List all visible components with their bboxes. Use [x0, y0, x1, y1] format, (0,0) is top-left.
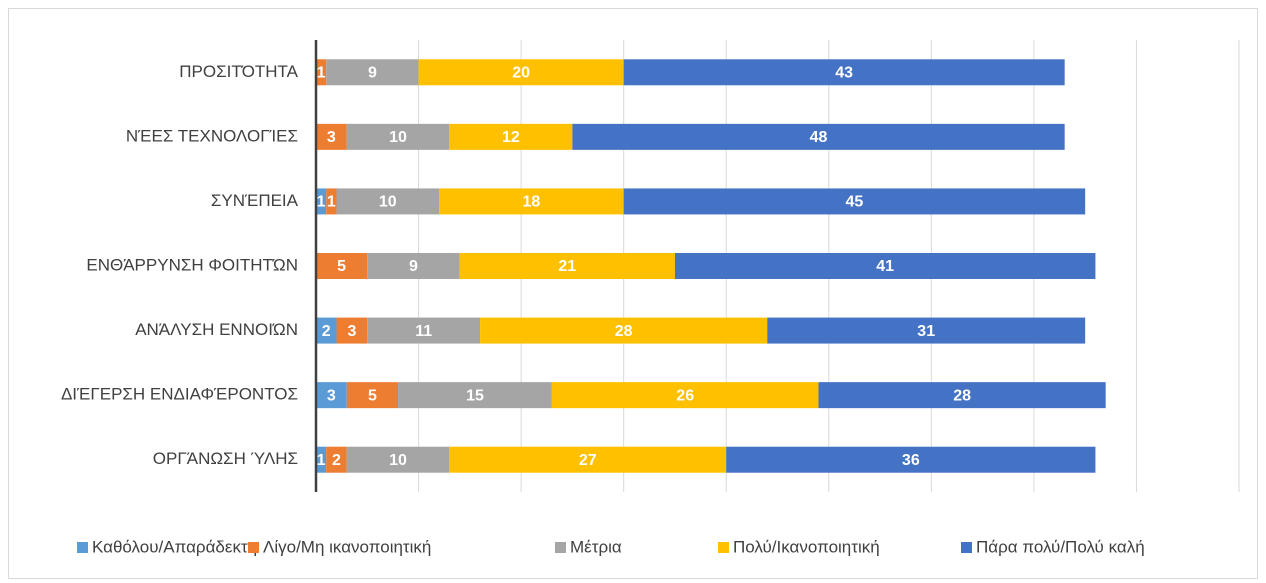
y-tick-label: ΕΝΘΆΡΡΥΝΣΗ ΦΟΙΤΗΤΏΝ	[86, 255, 298, 274]
bar-segment	[326, 446, 347, 473]
bar-segment	[316, 382, 347, 409]
value-label: 11	[415, 323, 432, 340]
bar-segment	[551, 382, 819, 409]
value-label: 48	[810, 129, 828, 146]
value-label: 43	[835, 65, 853, 82]
value-label: 27	[579, 452, 597, 469]
value-label: 12	[502, 129, 520, 146]
bar-segment	[439, 188, 624, 215]
bar-segment	[726, 446, 1096, 473]
legend-swatch	[718, 542, 729, 553]
value-label: 1	[317, 65, 326, 82]
value-label: 20	[512, 65, 530, 82]
bar-segment	[316, 253, 368, 279]
bar-segment	[326, 59, 419, 86]
legend-label: Λίγο/Μη ικανοποιητική	[263, 537, 431, 556]
y-tick-label: ΟΡΓΆΝΩΣΗ ΎΛΗΣ	[153, 449, 298, 468]
legend-label: Πολύ/Ικανοποιητική	[733, 537, 880, 556]
bar-segment	[346, 382, 399, 409]
bar-segment	[346, 446, 450, 473]
legend-swatch	[248, 542, 259, 553]
value-label: 36	[902, 452, 920, 469]
value-label: 3	[347, 323, 356, 340]
value-label: 45	[846, 194, 864, 211]
bar-segment	[346, 123, 450, 150]
bar-segment	[767, 317, 1086, 344]
bar-segment	[316, 446, 327, 473]
value-label: 2	[332, 452, 341, 469]
bar-segment	[480, 317, 768, 344]
bar-segment	[818, 382, 1106, 409]
bar-segment	[449, 123, 573, 150]
value-label: 10	[379, 194, 397, 211]
y-tick-label: ΝΈΕΣ ΤΕΧΝΟΛΟΓΊΕΣ	[126, 126, 298, 145]
y-tick-label: ΔΙΈΓΕΡΣΗ ΕΝΔΙΑΦΈΡΟΝΤΟΣ	[61, 385, 298, 404]
bar-segment	[572, 123, 1065, 150]
bar-segment	[459, 253, 675, 279]
value-label: 5	[337, 258, 346, 275]
bar-segment	[316, 188, 327, 215]
legend-swatch	[77, 542, 88, 553]
legend-swatch	[555, 542, 566, 553]
value-label: 41	[876, 258, 894, 275]
bar-segment	[449, 446, 727, 473]
bar-segment	[623, 59, 1065, 86]
bar-segment	[316, 123, 347, 150]
value-label: 10	[389, 452, 407, 469]
bar-segment	[326, 188, 337, 215]
value-label: 3	[327, 129, 336, 146]
value-label: 1	[327, 194, 336, 211]
bar-segment	[398, 382, 552, 409]
bar-segment	[418, 59, 624, 86]
bar-segment	[316, 59, 327, 86]
value-label: 28	[953, 387, 971, 404]
y-tick-label: ΠΡΟΣΙΤΌΤΗΤΑ	[179, 62, 298, 81]
bar-segment	[367, 253, 460, 279]
bar-segment	[316, 317, 337, 344]
bar-segment	[336, 317, 368, 344]
y-tick-label: ΣΥΝΈΠΕΙΑ	[211, 191, 299, 210]
bar-segment	[623, 188, 1086, 215]
value-label: 10	[389, 129, 407, 146]
value-label: 5	[368, 387, 377, 404]
value-label: 15	[466, 387, 484, 404]
value-label: 2	[322, 323, 331, 340]
value-label: 18	[522, 194, 540, 211]
value-label: 21	[558, 258, 576, 275]
y-tick-label: ΑΝΆΛΥΣΗ ΕΝΝΟΙΏΝ	[135, 320, 298, 339]
chart-border	[8, 8, 1258, 579]
value-label: 28	[615, 323, 633, 340]
bar-segment	[674, 253, 1096, 279]
legend-label: Μέτρια	[570, 537, 622, 556]
value-label: 31	[917, 323, 935, 340]
bar-segment	[367, 317, 481, 344]
legend-swatch	[961, 542, 972, 553]
value-label: 3	[327, 387, 336, 404]
legend-label: Πάρα πολύ/Πολύ καλή	[976, 537, 1145, 556]
bar-segment	[336, 188, 440, 215]
value-label: 26	[676, 387, 694, 404]
value-label: 9	[409, 258, 418, 275]
value-label: 1	[317, 452, 326, 469]
value-label: 1	[317, 194, 326, 211]
legend-label: Καθόλου/Απαράδεκτη	[92, 537, 257, 556]
value-label: 9	[368, 65, 377, 82]
